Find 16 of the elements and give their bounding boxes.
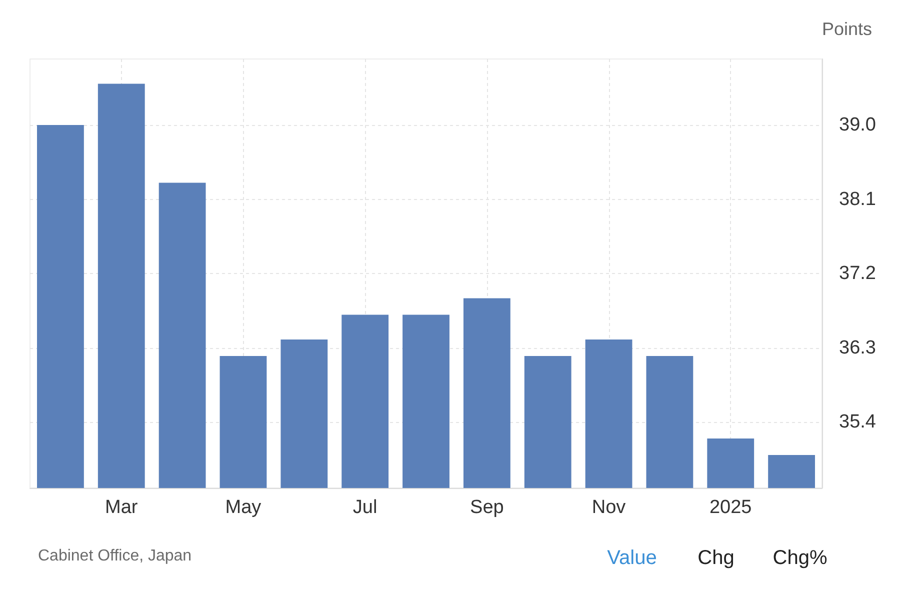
x-tick-label: Sep — [470, 497, 504, 518]
x-tick-label: 2025 — [709, 497, 752, 518]
text: Value — [607, 547, 657, 569]
text: Chg% — [772, 547, 828, 569]
y-tick-label: 36.3 — [839, 337, 876, 358]
text: Cabinet Office, Japan — [38, 548, 192, 564]
x-tick-label: Jul — [352, 497, 378, 518]
x-tick-label: Mar — [105, 497, 138, 518]
x-tick-label: Nov — [592, 497, 626, 518]
y-tick-label: 39.0 — [839, 114, 876, 136]
text: Chg — [698, 547, 734, 569]
x-tick-label: May — [225, 497, 262, 518]
y-tick-label: 37.2 — [839, 263, 876, 284]
y-tick-label: 38.1 — [839, 188, 876, 210]
y-axis-title: Points — [822, 19, 872, 39]
y-tick-label: 35.4 — [839, 412, 876, 432]
